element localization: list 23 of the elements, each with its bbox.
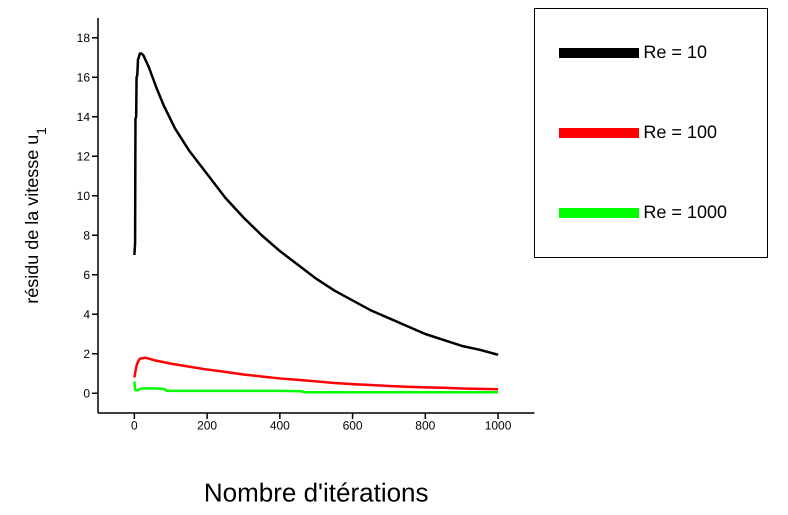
line-series bbox=[133, 356, 500, 391]
y-tick-label: 4 bbox=[83, 308, 90, 322]
y-tick-label: 8 bbox=[83, 228, 90, 243]
y-tick-label: 0 bbox=[83, 386, 90, 401]
x-tick-label: 0 bbox=[131, 418, 138, 433]
y-tick-label: 10 bbox=[76, 189, 90, 204]
y-tick-label: 12 bbox=[76, 150, 90, 164]
line-series bbox=[133, 52, 500, 356]
y-tick-label: 2 bbox=[83, 347, 90, 362]
x-tick-label: 1000 bbox=[484, 418, 512, 433]
x-tick-label: 200 bbox=[197, 418, 218, 433]
legend-label: Re = 1000 bbox=[643, 202, 727, 222]
y-tick-label: 6 bbox=[83, 268, 90, 282]
legend-label: Re = 100 bbox=[643, 122, 717, 142]
x-tick-label: 800 bbox=[415, 418, 436, 433]
line-series bbox=[133, 380, 500, 394]
x-axis-title: Nombre d'itérations bbox=[204, 477, 429, 508]
legend-label: Re = 10 bbox=[643, 42, 707, 62]
y-tick-label: 14 bbox=[76, 110, 90, 124]
x-tick-label: 400 bbox=[270, 418, 290, 433]
y-tick-label: 18 bbox=[76, 31, 90, 46]
x-tick-label: 600 bbox=[342, 418, 363, 433]
y-tick-label: 16 bbox=[76, 70, 90, 85]
